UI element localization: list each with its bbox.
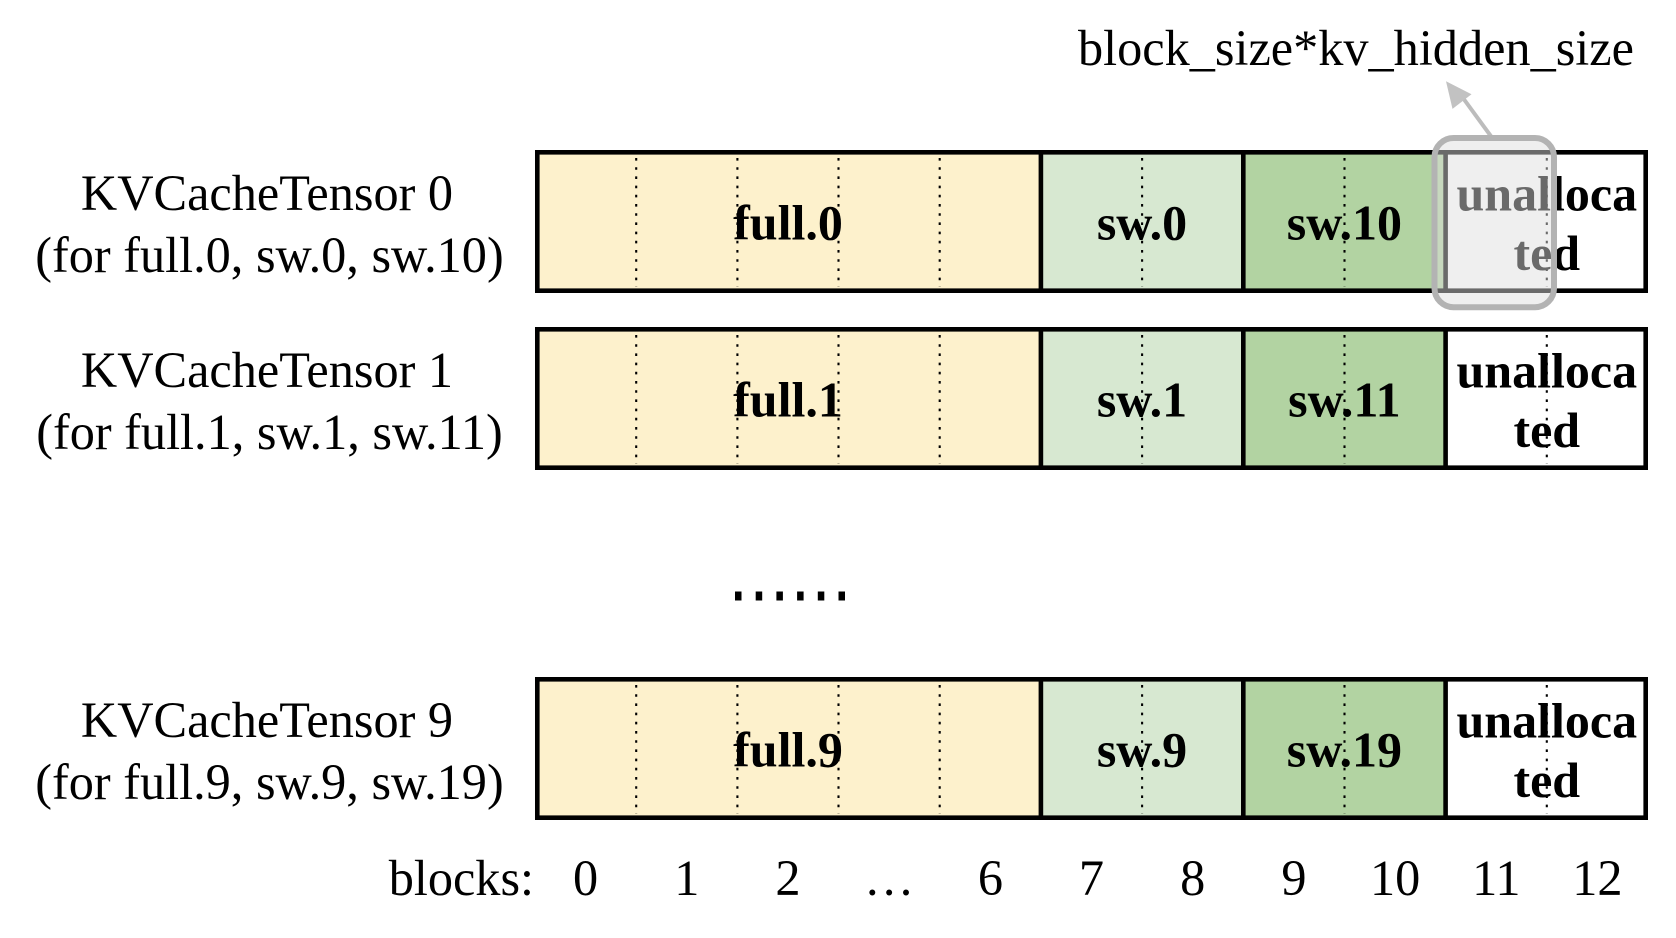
svg-text:unalloca: unalloca: [1457, 343, 1638, 399]
svg-text:unalloca: unalloca: [1457, 693, 1638, 749]
svg-text:block_size*kv_hidden_size: block_size*kv_hidden_size: [1078, 20, 1634, 76]
svg-text:1: 1: [674, 850, 699, 906]
svg-text:sw.11: sw.11: [1288, 372, 1401, 428]
svg-text:KVCacheTensor 9: KVCacheTensor 9: [81, 692, 453, 748]
svg-text:7: 7: [1079, 850, 1104, 906]
svg-text:…: …: [864, 850, 914, 906]
svg-text:full.1: full.1: [733, 372, 843, 428]
svg-text:12: 12: [1572, 850, 1622, 906]
svg-text:blocks:: blocks:: [389, 850, 534, 906]
svg-text:sw.19: sw.19: [1287, 722, 1402, 778]
svg-text:ted: ted: [1513, 752, 1580, 808]
svg-text:full.0: full.0: [733, 195, 843, 251]
svg-text:ted: ted: [1513, 225, 1580, 281]
svg-text:sw.0: sw.0: [1097, 195, 1187, 251]
svg-text:9: 9: [1281, 850, 1306, 906]
svg-text:KVCacheTensor 0: KVCacheTensor 0: [81, 165, 453, 221]
svg-text:full.9: full.9: [733, 722, 843, 778]
svg-text:KVCacheTensor 1: KVCacheTensor 1: [81, 342, 453, 398]
svg-text:sw.9: sw.9: [1097, 722, 1187, 778]
svg-text:(for full.0, sw.0, sw.10): (for full.0, sw.0, sw.10): [35, 227, 503, 283]
svg-text:unalloca: unalloca: [1457, 166, 1638, 222]
svg-text:(for full.9, sw.9, sw.19): (for full.9, sw.9, sw.19): [35, 754, 503, 810]
svg-text:11: 11: [1472, 850, 1520, 906]
svg-text:6: 6: [978, 850, 1003, 906]
svg-text:8: 8: [1180, 850, 1205, 906]
svg-text:sw.10: sw.10: [1287, 195, 1402, 251]
svg-text:ted: ted: [1513, 402, 1580, 458]
svg-text:2: 2: [775, 850, 800, 906]
svg-text:sw.1: sw.1: [1097, 372, 1187, 428]
svg-text:10: 10: [1370, 850, 1420, 906]
svg-text:0: 0: [573, 850, 598, 906]
svg-text:(for full.1, sw.1, sw.11): (for full.1, sw.1, sw.11): [36, 404, 503, 460]
